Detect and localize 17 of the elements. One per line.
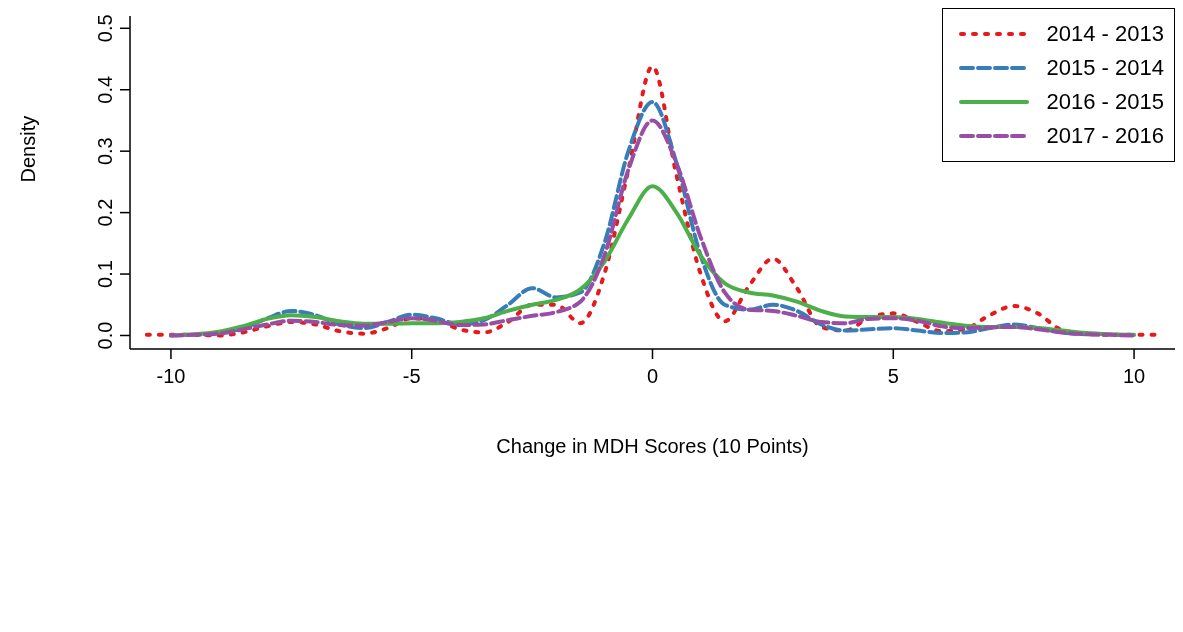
x-tick-label: 0 bbox=[646, 365, 659, 388]
legend-label: 2016 - 2015 bbox=[1046, 89, 1164, 115]
y-tick-label: 0.3 bbox=[94, 137, 116, 166]
y-axis-title: Density bbox=[17, 115, 40, 183]
x-tick-label: -10 bbox=[156, 365, 186, 388]
y-tick-label: 0.0 bbox=[94, 321, 116, 350]
y-tick-label: 0.5 bbox=[94, 14, 116, 43]
y-tick-label: 0.4 bbox=[94, 75, 116, 104]
y-tick-label: 0.2 bbox=[94, 198, 116, 227]
y-tick-label: 0.1 bbox=[94, 260, 116, 288]
legend-label: 2014 - 2013 bbox=[1046, 21, 1164, 47]
x-tick-label: -5 bbox=[402, 365, 421, 388]
x-tick-label: 5 bbox=[887, 365, 899, 388]
x-axis-title: Change in MDH Scores (10 Points) bbox=[496, 435, 809, 457]
x-tick-label: 10 bbox=[1122, 365, 1146, 388]
legend-label: 2015 - 2014 bbox=[1046, 55, 1164, 81]
legend-label: 2017 - 2016 bbox=[1046, 123, 1164, 149]
